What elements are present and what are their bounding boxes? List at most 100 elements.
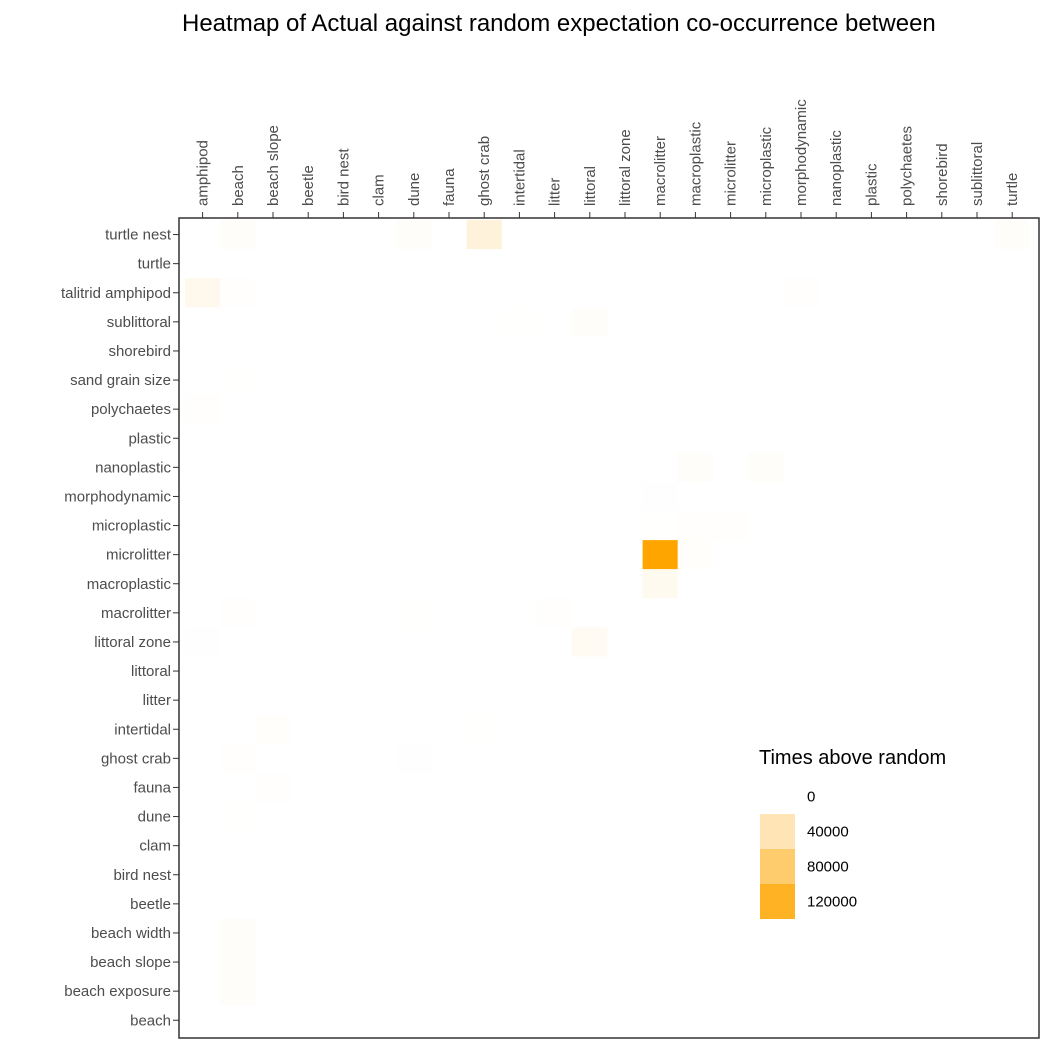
heatmap-cell-morphodynamic-macrolitter bbox=[642, 481, 678, 511]
legend-label-0: 0 bbox=[807, 789, 815, 806]
y-tick-label-turtle: turtle bbox=[138, 256, 171, 273]
x-tick-label-ghost-crab: ghost crab bbox=[476, 136, 493, 206]
y-tick-label-littoral-zone: littoral zone bbox=[94, 634, 171, 651]
y-tick-label-plastic: plastic bbox=[128, 430, 171, 447]
heatmap-cell-microlitter-macroplastic bbox=[677, 540, 713, 570]
heatmap-cell-littoral-zone-littoral bbox=[572, 627, 608, 657]
heatmap-cell-nanoplastic-microplastic bbox=[748, 452, 784, 482]
legend: Times above random 0 40000 80000 120000 bbox=[759, 747, 946, 919]
heatmap-cell-turtle-nest-turtle bbox=[994, 220, 1030, 250]
heatmap-cell-beach-slope-beach bbox=[220, 947, 256, 977]
y-tick-label-littoral: littoral bbox=[131, 663, 171, 680]
heatmap-cell-sand-grain-size-beach bbox=[220, 365, 256, 395]
y-tick-label-litter: litter bbox=[143, 692, 171, 709]
legend-label-120000: 120000 bbox=[807, 894, 857, 911]
y-tick-label-microplastic: microplastic bbox=[92, 518, 172, 535]
heatmap-cell-ghost-crab-beach bbox=[220, 743, 256, 773]
heatmap-cell-microplastic-macrolitter bbox=[642, 511, 678, 541]
y-tick-label-macroplastic: macroplastic bbox=[87, 576, 172, 593]
x-tick-label-nanoplastic: nanoplastic bbox=[828, 130, 845, 206]
y-tick-label-bird-nest: bird nest bbox=[113, 867, 171, 884]
y-tick-label-nanoplastic: nanoplastic bbox=[95, 459, 171, 476]
y-tick-label-beach-width: beach width bbox=[91, 925, 171, 942]
x-tick-label-microplastic: microplastic bbox=[758, 126, 775, 206]
heatmap-cell-sublittoral-intertidal bbox=[501, 307, 537, 337]
y-tick-label-beach-exposure: beach exposure bbox=[64, 983, 171, 1000]
heatmap-cell-nanoplastic-macroplastic bbox=[677, 452, 713, 482]
heatmap-cell-microlitter-macrolitter bbox=[642, 540, 678, 570]
y-tick-label-ghost-crab: ghost crab bbox=[101, 750, 171, 767]
legend-key-80000 bbox=[760, 849, 795, 884]
y-tick-label-clam: clam bbox=[139, 838, 171, 855]
x-tick-label-shorebird: shorebird bbox=[934, 143, 951, 206]
heatmap-cell-ghost-crab-dune bbox=[396, 743, 432, 773]
heatmap-cell-fauna-beach-slope bbox=[255, 772, 291, 802]
y-tick-label-talitrid-amphipod: talitrid amphipod bbox=[61, 285, 171, 302]
heatmap-cell-beach-width-beach bbox=[220, 918, 256, 948]
x-tick-label-macroplastic: macroplastic bbox=[687, 121, 704, 206]
legend-title: Times above random bbox=[759, 747, 946, 769]
y-tick-label-intertidal: intertidal bbox=[114, 721, 171, 738]
heatmap-cell-turtle-nest-ghost-crab bbox=[466, 220, 502, 250]
heatmap-cell-macrolitter-litter bbox=[537, 598, 573, 628]
heatmap-cell-dune-beach bbox=[220, 802, 256, 832]
y-tick-label-polychaetes: polychaetes bbox=[91, 401, 171, 418]
x-tick-label-polychaetes: polychaetes bbox=[899, 126, 916, 206]
x-tick-label-clam: clam bbox=[371, 174, 388, 206]
x-tick-label-littoral-zone: littoral zone bbox=[617, 129, 634, 206]
legend-label-40000: 40000 bbox=[807, 824, 849, 841]
x-tick-label-fauna: fauna bbox=[441, 168, 458, 206]
heatmap-cell-intertidal-ghost-crab bbox=[466, 714, 502, 744]
x-tick-label-plastic: plastic bbox=[863, 163, 880, 206]
y-tick-label-shorebird: shorebird bbox=[108, 343, 171, 360]
x-tick-label-intertidal: intertidal bbox=[511, 149, 528, 206]
x-tick-label-microlitter: microlitter bbox=[723, 141, 740, 206]
y-tick-label-beach-slope: beach slope bbox=[90, 954, 171, 971]
x-tick-label-beach: beach bbox=[230, 165, 247, 206]
heatmap-cell-talitrid-amphipod-morphodynamic bbox=[783, 278, 819, 308]
legend-key-120000 bbox=[760, 884, 795, 919]
heatmap-cell-intertidal-beach-slope bbox=[255, 714, 291, 744]
y-tick-label-beetle: beetle bbox=[130, 896, 171, 913]
x-tick-label-sublittoral: sublittoral bbox=[969, 142, 986, 206]
panel-border bbox=[178, 217, 1040, 1039]
x-tick-label-beach-slope: beach slope bbox=[265, 125, 282, 206]
heatmap-cell-microplastic-microlitter bbox=[713, 511, 749, 541]
heatmap-cell-polychaetes-amphipod bbox=[185, 394, 221, 424]
legend-key-40000 bbox=[760, 814, 795, 849]
legend-key-0 bbox=[760, 779, 795, 814]
heatmap-cells bbox=[185, 220, 1030, 1006]
x-tick-label-macrolitter: macrolitter bbox=[652, 136, 669, 206]
x-tick-label-beetle: beetle bbox=[300, 165, 317, 206]
heatmap-cell-talitrid-amphipod-beach bbox=[220, 278, 256, 308]
heatmap-cell-sublittoral-littoral bbox=[572, 307, 608, 337]
y-tick-label-sand-grain-size: sand grain size bbox=[70, 372, 171, 389]
y-tick-label-fauna: fauna bbox=[133, 779, 171, 796]
heatmap-cell-microplastic-macroplastic bbox=[677, 511, 713, 541]
x-tick-label-amphipod: amphipod bbox=[195, 140, 212, 206]
y-tick-label-sublittoral: sublittoral bbox=[107, 314, 171, 331]
heatmap-cell-littoral-zone-amphipod bbox=[185, 627, 221, 657]
x-tick-label-littoral: littoral bbox=[582, 166, 599, 206]
heatmap-cell-macrolitter-beach bbox=[220, 598, 256, 628]
x-tick-label-litter: litter bbox=[547, 178, 564, 206]
x-tick-label-morphodynamic: morphodynamic bbox=[793, 99, 810, 206]
heatmap-cell-macroplastic-macrolitter bbox=[642, 569, 678, 599]
legend-label-80000: 80000 bbox=[807, 859, 849, 876]
x-tick-label-turtle: turtle bbox=[1004, 173, 1021, 206]
y-tick-label-beach: beach bbox=[130, 1012, 171, 1029]
y-tick-label-macrolitter: macrolitter bbox=[101, 605, 171, 622]
heatmap-cell-turtle-nest-beach bbox=[220, 220, 256, 250]
y-tick-label-turtle-nest: turtle nest bbox=[105, 227, 172, 244]
y-tick-label-dune: dune bbox=[138, 809, 171, 826]
heatmap-cell-macrolitter-dune bbox=[396, 598, 432, 628]
x-axis: amphipod beach beach slope beetle bird nest c… bbox=[195, 99, 1021, 218]
x-tick-label-bird-nest: bird nest bbox=[335, 148, 352, 206]
y-axis: turtle nest turtle talitrid amphipod sublit… bbox=[61, 227, 179, 1029]
y-tick-label-morphodynamic: morphodynamic bbox=[64, 488, 171, 505]
heatmap-cell-turtle-nest-dune bbox=[396, 220, 432, 250]
chart-title: Heatmap of Actual against random expecta… bbox=[182, 10, 936, 37]
y-tick-label-microlitter: microlitter bbox=[106, 547, 171, 564]
